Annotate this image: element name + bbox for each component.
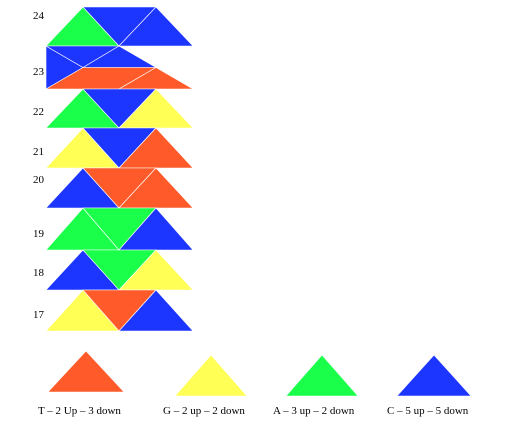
- row-label-20: 20: [33, 174, 45, 186]
- tile-row-24-5: [118, 6, 194, 47]
- legend-label-c: C – 5 up – 5 down: [387, 405, 469, 417]
- legend-label-t: T – 2 Up – 3 down: [38, 405, 121, 417]
- row-labels: 24 23 22 21 20 19 18 17: [33, 10, 45, 321]
- legend-label-a: A – 3 up – 2 down: [273, 405, 355, 417]
- row-label-22: 22: [33, 106, 44, 118]
- row-label-18: 18: [33, 267, 45, 279]
- legend-triangle-t: [47, 350, 125, 393]
- legend-triangle-a: [285, 354, 359, 397]
- tile-row-17-5: [118, 289, 194, 332]
- legend-triangle-g: [174, 354, 248, 397]
- row-label-17: 17: [33, 309, 45, 321]
- legend-label-g: G – 2 up – 2 down: [163, 405, 245, 417]
- row-label-19: 19: [33, 228, 45, 240]
- row-label-24: 24: [33, 10, 45, 22]
- row-label-21: 21: [33, 146, 44, 158]
- row-label-23: 23: [33, 66, 45, 78]
- triangle-tiles: [44, 6, 195, 332]
- legend: T – 2 Up – 3 down G – 2 up – 2 down A – …: [38, 350, 472, 417]
- legend-triangle-c: [396, 354, 472, 397]
